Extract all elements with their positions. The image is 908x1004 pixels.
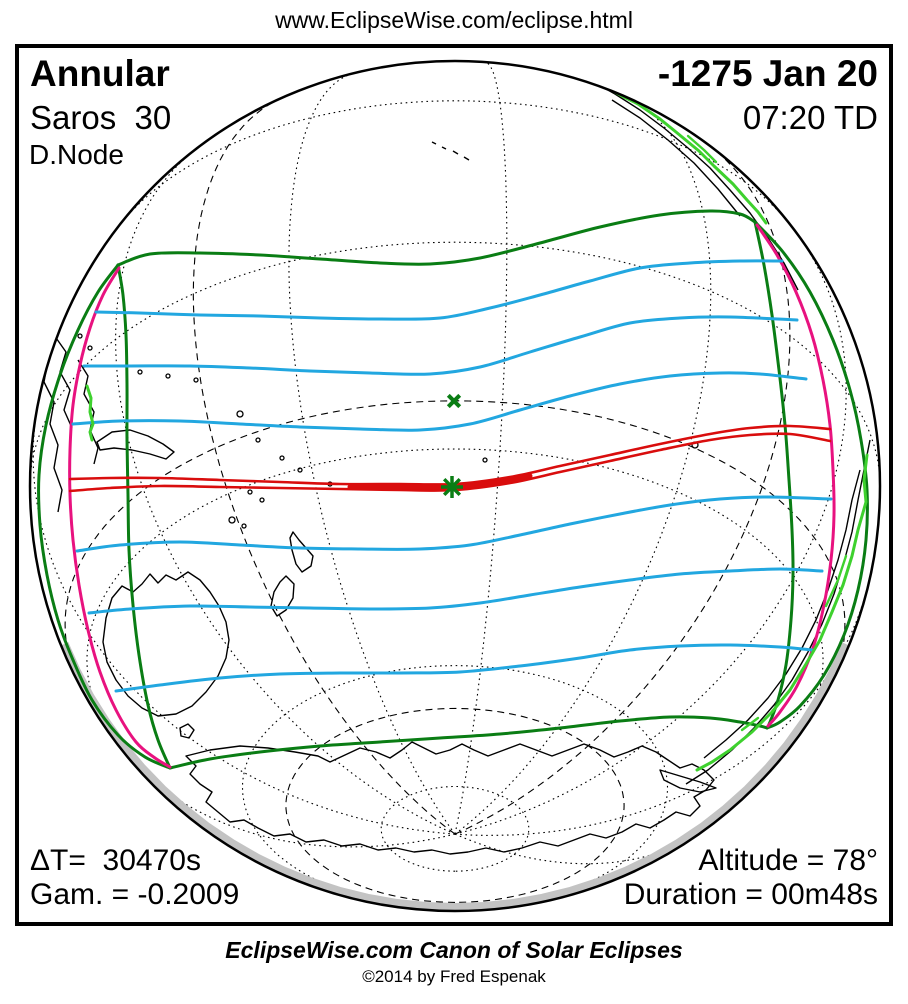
coastline-new-zealand-south	[270, 575, 295, 617]
footer-copyright: ©2014 by Fred Espenak	[362, 967, 546, 986]
penumbra-west-outer-limit	[37, 263, 172, 770]
coastline-hawaii	[431, 141, 437, 145]
penumbra-south-limit	[168, 715, 769, 770]
limb-highlight-east-2	[824, 554, 848, 608]
island-12	[241, 523, 247, 529]
island-4	[193, 377, 199, 383]
eclipse-date-label: -1275 Jan 20	[657, 53, 878, 94]
header-url: www.EclipseWise.com/eclipse.html	[275, 7, 633, 33]
island-0	[87, 345, 93, 351]
meridian--53	[115, 149, 456, 835]
duration-label: Duration = 00m48s	[623, 878, 878, 911]
island-2	[137, 369, 143, 375]
magnitude-contour-5	[87, 567, 824, 615]
meridian--23	[288, 72, 456, 835]
parallel--60	[241, 665, 669, 910]
island-7	[279, 455, 285, 461]
limb-highlight-east-3	[740, 716, 760, 732]
meridian-97	[454, 587, 869, 836]
island-10	[259, 497, 265, 503]
eclipse-type-label: Annular	[30, 53, 170, 94]
footer-title: EclipseWise.com Canon of Solar Eclipses	[225, 937, 683, 963]
penumbra-east-outer-limit	[753, 220, 869, 730]
penumbra-west-inner-limit	[116, 263, 172, 770]
greatest-eclipse-marker	[441, 476, 463, 498]
island-3	[165, 373, 171, 379]
island-9	[247, 489, 253, 495]
annular-path-north-limit	[68, 424, 832, 486]
globe-limb	[28, 59, 882, 913]
coastline-hawaii-2	[441, 146, 447, 150]
altitude-label: Altitude = 78°	[698, 844, 878, 877]
meridian-dashed-52	[454, 146, 791, 835]
island-1	[77, 333, 83, 339]
map-frame	[15, 44, 893, 926]
island-8	[297, 467, 303, 473]
limb-shading	[61, 642, 849, 912]
magnitude-contour-2	[82, 315, 799, 376]
node-label: D.Node	[29, 139, 124, 170]
magnitude-contour-4	[75, 495, 833, 553]
meridian--113	[115, 742, 456, 848]
sub-solar-point-marker	[446, 393, 462, 409]
limb-highlight-northeast-2	[686, 134, 718, 164]
meridian-67	[454, 238, 847, 835]
island-11	[228, 516, 236, 524]
annular-path-south-limit	[68, 432, 832, 493]
limb-highlight-east	[695, 453, 869, 772]
magnitude-contour-3	[71, 371, 808, 432]
meridian-37	[454, 96, 712, 835]
delta-t-label: ΔT= 30470s	[30, 844, 201, 877]
coastline-hawaii-4	[463, 156, 470, 161]
island-5	[236, 410, 244, 418]
meridian-7	[454, 61, 508, 835]
coastline-aleutian-inner-coast	[611, 99, 741, 217]
limb-highlight-northeast	[595, 80, 768, 225]
gamma-label: Gam. = -0.2009	[30, 878, 240, 911]
penumbra-east-inner-limit	[753, 220, 795, 730]
limb-highlight-west	[85, 384, 95, 442]
island-6	[255, 437, 261, 443]
sunrise-sunset-max-west	[68, 266, 172, 769]
coastline-tasmania	[179, 723, 195, 739]
coastline-new-zealand-north	[289, 531, 314, 573]
coastline-tierra-del-fuego	[659, 769, 717, 793]
parallel--80	[380, 785, 530, 872]
eclipse-time-label: 07:20 TD	[742, 99, 878, 136]
coastline-antarctica	[185, 741, 715, 855]
coastline-japan-coast	[77, 359, 99, 465]
saros-label: Saros 30	[30, 99, 172, 136]
meridian--83	[32, 408, 456, 835]
magnitude-contour-6	[114, 643, 814, 693]
meridian-dashed--38	[192, 98, 456, 835]
sunrise-sunset-max-east	[755, 223, 836, 728]
coastline-hawaii-3	[452, 150, 459, 155]
island-14	[482, 457, 488, 463]
penumbra-north-limit	[116, 209, 757, 267]
magnitude-contour-1	[94, 259, 784, 321]
parallel-dashed--66.56	[285, 707, 625, 903]
